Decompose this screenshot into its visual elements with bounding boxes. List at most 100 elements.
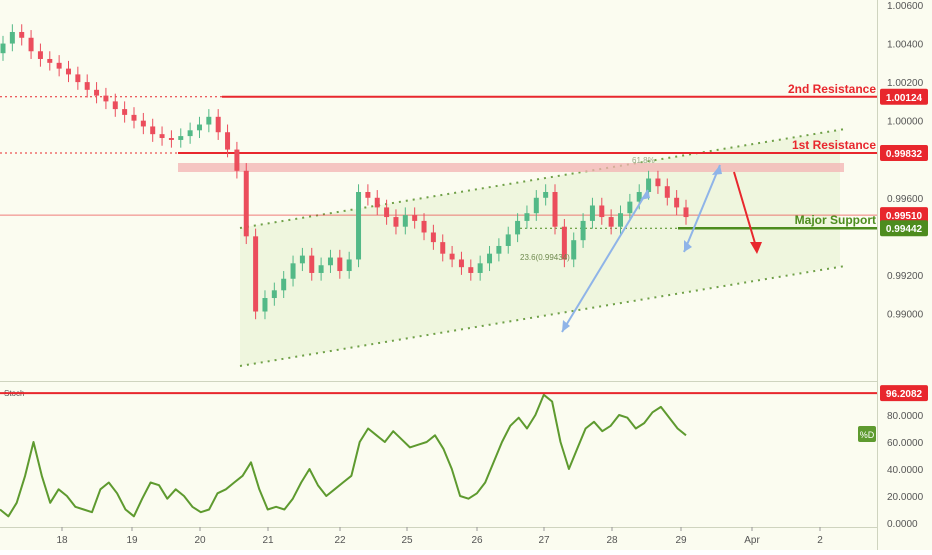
candle-body — [458, 259, 464, 268]
candle-body — [243, 170, 249, 237]
candle-body — [122, 109, 128, 115]
stoch-line — [0, 393, 687, 518]
stoch-d-badge — [858, 426, 876, 442]
price-tick-label: 1.00600 — [887, 1, 924, 12]
candle-body — [112, 101, 118, 110]
blue-arrow-1-tail — [562, 320, 570, 332]
candle-body — [9, 31, 15, 44]
candle-body — [533, 197, 539, 214]
candle-body — [206, 116, 212, 125]
candle-body — [683, 207, 689, 218]
level-name-label: 2nd Resistance — [788, 82, 876, 96]
candle-body — [589, 205, 595, 221]
channel-fill — [240, 130, 840, 366]
candle-body — [580, 220, 586, 241]
date-tick-label: Apr — [744, 535, 760, 546]
candle-body — [290, 263, 296, 279]
date-tick-label: 29 — [675, 535, 687, 546]
fib-group: 61.8% 23.6(0.99434) — [520, 156, 655, 262]
resistance-zone — [178, 163, 844, 172]
candle-body — [281, 278, 287, 291]
candle-body — [187, 130, 193, 137]
red-arrow-head — [750, 242, 762, 254]
candle-body — [599, 205, 605, 218]
date-tick-label: 2 — [817, 535, 823, 546]
candle-body — [384, 207, 390, 218]
level-price-badge — [880, 88, 928, 105]
candle-body — [346, 259, 352, 272]
candle-body — [309, 255, 315, 273]
date-tick-label: 21 — [262, 535, 274, 546]
candle-body — [84, 82, 90, 90]
candle-body — [664, 186, 670, 198]
candle-body — [253, 236, 259, 312]
candle-body — [618, 213, 624, 227]
channel-lower-line — [239, 265, 846, 367]
stoch-group: 96.2082 %D — [0, 385, 928, 518]
date-tick-label: 26 — [471, 535, 483, 546]
candle-body — [393, 217, 399, 227]
candle-body — [65, 68, 71, 75]
candle-body — [449, 253, 455, 260]
candle-body — [646, 178, 652, 192]
candle-body — [215, 116, 221, 133]
candle-body — [140, 120, 146, 127]
candle-body — [421, 220, 427, 233]
candle-body — [0, 43, 6, 54]
date-tick-label: 25 — [401, 535, 413, 546]
date-axis: 18 19 20 21 22 25 26 27 28 29 Apr 2 — [56, 527, 823, 546]
level-price-badge-text: 0.99832 — [886, 149, 923, 160]
date-tick-label: 22 — [334, 535, 346, 546]
levels-group: 2nd Resistance 1.00124 1st Resistance 0.998… — [0, 82, 928, 237]
candle-body — [496, 245, 502, 254]
candle-body — [430, 232, 436, 243]
level-price-badge — [880, 220, 928, 237]
stoch-tick-label: 40.0000 — [887, 465, 924, 476]
blue-arrow-1 — [561, 189, 649, 333]
candle-body — [299, 255, 305, 264]
candle-body — [655, 178, 661, 187]
level-price-badge-text: 1.00124 — [886, 93, 923, 104]
price-tick-label: 0.99200 — [887, 271, 924, 282]
stoch-d-badge-text: %D — [860, 430, 875, 440]
date-tick-label: 19 — [126, 535, 138, 546]
candle-body — [327, 257, 333, 266]
stoch-tick-label: 20.0000 — [887, 492, 924, 503]
candle-body — [561, 226, 567, 260]
candle-body — [543, 191, 549, 198]
stoch-level-badge-text: 96.2082 — [886, 389, 923, 400]
fib-label-236: 23.6(0.99434) — [520, 253, 570, 262]
candle-body — [337, 257, 343, 272]
candle-body — [365, 191, 371, 198]
candle-body — [225, 132, 231, 150]
candle-body — [674, 197, 680, 208]
candle-body — [636, 191, 642, 202]
candle-body — [103, 95, 109, 102]
candle-body — [477, 263, 483, 273]
candle-body — [524, 213, 530, 221]
blue-arrow-1-head — [640, 190, 650, 200]
candle-body — [271, 290, 277, 299]
blue-arrow-2-tail — [684, 240, 692, 252]
price-tick-label: 1.00000 — [887, 117, 924, 128]
price-axis: 1.00600 1.00400 1.00200 1.00000 0.99600 0.992… — [887, 1, 924, 320]
candle-body — [402, 215, 408, 227]
date-tick-label: 28 — [606, 535, 618, 546]
level-price-badge-text: 0.99442 — [886, 224, 923, 235]
level-name-label: Major Support — [795, 213, 876, 227]
candle-body — [571, 240, 577, 260]
candle-body — [56, 62, 62, 69]
candle-body — [505, 234, 511, 246]
price-tick-label: 1.00200 — [887, 78, 924, 89]
candle-body — [262, 298, 268, 312]
fib-label-618: 61.8% — [632, 156, 655, 165]
candle-body — [47, 58, 53, 63]
candle-body — [608, 217, 614, 227]
stoch-tick-label: 0.0000 — [887, 519, 918, 530]
level-name-label: 1st Resistance — [792, 138, 876, 152]
level-price-badge-text: 0.99510 — [886, 211, 923, 222]
candle-body — [468, 267, 474, 273]
candle-body — [178, 136, 184, 140]
